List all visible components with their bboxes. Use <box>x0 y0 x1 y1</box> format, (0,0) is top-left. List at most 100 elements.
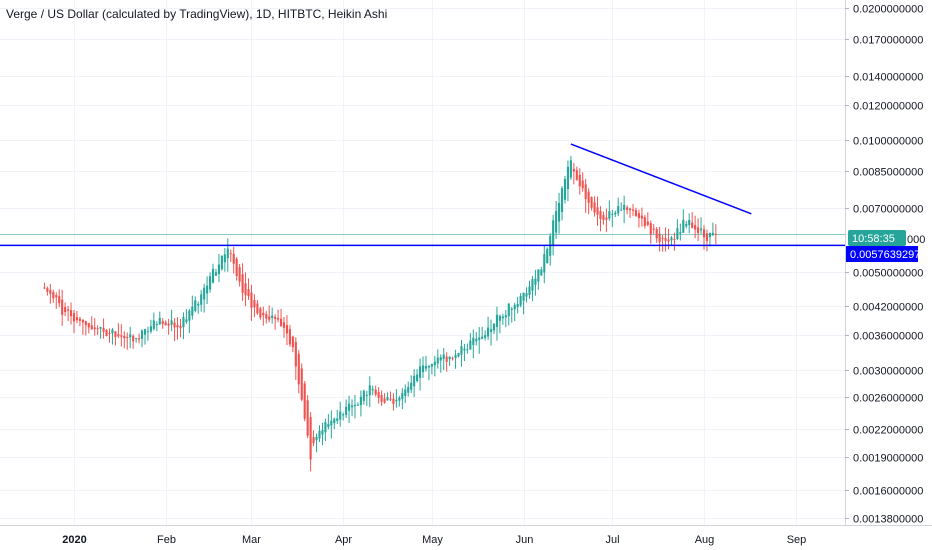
candle-body <box>333 418 336 424</box>
y-tick-label: 0.0026000000 <box>853 393 923 405</box>
y-tick-label: 0.0036000000 <box>853 331 923 343</box>
candle-body <box>646 221 649 225</box>
candle-body <box>140 330 144 339</box>
candle-body <box>206 285 209 294</box>
candle-body <box>229 253 232 255</box>
countdown-tag-bg <box>848 230 906 246</box>
candle-body <box>374 389 377 395</box>
candle-body <box>58 296 61 304</box>
candle-body <box>244 283 247 296</box>
y-tick-label: 0.0016000000 <box>853 486 923 498</box>
candle-body <box>395 399 398 402</box>
candle-body <box>203 287 206 300</box>
candle-body <box>714 233 717 235</box>
x-tick-label: Aug <box>695 534 715 546</box>
candle-body <box>525 293 528 297</box>
price-axis[interactable]: 0.0200000000 0.0170000000 0.0140000000 0.01… <box>845 4 923 526</box>
candle-body <box>563 178 567 200</box>
candle-body <box>661 237 664 239</box>
candle-body <box>617 206 620 214</box>
candle-body <box>451 357 454 359</box>
candle-body <box>235 258 238 277</box>
candle-body <box>487 327 490 337</box>
candle-body <box>214 272 218 276</box>
candle-body <box>631 209 635 211</box>
x-tick-label: 2020 <box>62 534 86 546</box>
candle-body <box>469 340 472 350</box>
candle-body <box>167 323 170 326</box>
candle-body <box>288 329 291 345</box>
price-tags: 10:58:35 000 0.0057639297 <box>846 230 925 262</box>
candle-body <box>708 232 711 238</box>
candle-body <box>566 166 570 190</box>
candle-body <box>78 318 81 321</box>
candle-body <box>126 337 129 339</box>
candle-body <box>711 232 714 235</box>
candle-body <box>259 308 262 318</box>
candle-body <box>540 269 543 276</box>
candle-body <box>303 383 306 419</box>
candle-body <box>232 253 235 264</box>
candle-body <box>223 254 226 263</box>
candle-body <box>67 309 70 311</box>
candle-body <box>537 269 540 282</box>
candle-body <box>587 191 590 203</box>
candle-body <box>637 213 640 219</box>
candle-body <box>478 337 481 341</box>
trendline[interactable] <box>570 143 752 215</box>
candle-body <box>649 223 652 235</box>
candle-body <box>297 353 300 385</box>
candle-body <box>445 356 448 362</box>
candle-body <box>155 323 158 325</box>
candle-body <box>208 276 212 290</box>
candle-body <box>345 406 348 415</box>
countdown-tag: 10:58:35 <box>852 233 895 245</box>
candle-body <box>368 385 371 396</box>
candle-body <box>697 227 700 234</box>
candle-body <box>424 366 428 369</box>
time-axis[interactable]: 2020 Feb Mar Apr May Jun Jul Aug Sep <box>62 534 806 546</box>
candle-body <box>132 335 135 342</box>
candle-body <box>194 300 197 311</box>
candle-body <box>590 197 593 208</box>
candle-body <box>407 387 410 393</box>
candle-body <box>694 225 697 230</box>
candle-body <box>250 292 253 308</box>
candle-body <box>143 329 147 335</box>
candle-body <box>498 315 501 321</box>
candle-body <box>489 329 493 332</box>
candle-body <box>658 233 661 243</box>
candle-body <box>596 207 599 215</box>
candle-body <box>262 312 265 316</box>
candle-body <box>599 211 602 219</box>
candle-body <box>108 332 111 334</box>
candle-body <box>386 396 389 401</box>
candle-body <box>81 319 84 323</box>
countdown-partial-tag: 000 <box>907 234 925 246</box>
candle-body <box>584 184 587 200</box>
candle-body <box>528 286 531 295</box>
candle-body <box>643 217 646 226</box>
candle-body <box>69 310 73 317</box>
x-tick-label: May <box>422 534 443 546</box>
candle-body <box>427 365 430 368</box>
candle-body <box>558 203 561 222</box>
candle-body <box>448 356 451 360</box>
candle-body <box>492 323 496 331</box>
candle-body <box>433 361 436 366</box>
candle-body <box>327 423 330 428</box>
candle-body <box>182 316 185 328</box>
candle-body <box>593 202 596 213</box>
candle-body <box>377 392 380 398</box>
y-tick-label: 0.0019000000 <box>853 453 923 465</box>
candle-body <box>271 315 274 319</box>
candle-body <box>699 228 703 231</box>
candle-body <box>138 338 141 340</box>
candle-body <box>602 214 605 221</box>
candle-body <box>673 238 676 240</box>
candle-body <box>398 397 401 401</box>
candle-body <box>555 211 558 233</box>
candle-body <box>442 354 445 359</box>
candle-body <box>179 326 182 329</box>
